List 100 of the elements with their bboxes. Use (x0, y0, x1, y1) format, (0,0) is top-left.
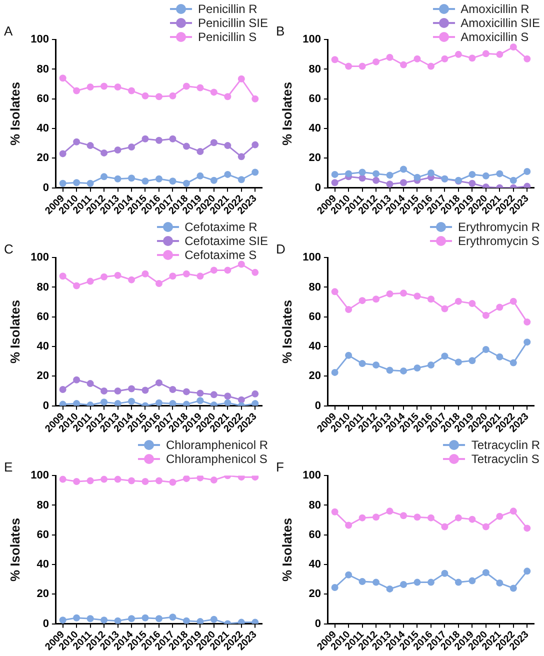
point (358, 514, 366, 522)
y-tick-label: 40 (308, 340, 321, 353)
point (114, 84, 122, 91)
point (196, 84, 204, 92)
point (441, 352, 448, 360)
point (482, 312, 490, 319)
point (128, 615, 136, 622)
point (427, 578, 434, 586)
y-tick-label: 80 (308, 63, 321, 76)
point (59, 74, 66, 82)
legend-label: Erythromycin S (458, 234, 540, 248)
y-tick-label: 60 (36, 310, 49, 323)
point (414, 364, 421, 372)
point (210, 391, 218, 398)
point (169, 178, 176, 185)
y-tick-label: 100 (302, 252, 321, 264)
point (510, 298, 517, 305)
point (59, 400, 66, 406)
point (169, 614, 176, 621)
y-tick-label: 40 (36, 122, 49, 135)
point (372, 362, 380, 369)
point (155, 615, 162, 622)
point (468, 54, 476, 62)
y-tick-label: 20 (36, 370, 49, 382)
point (482, 50, 490, 58)
point (196, 172, 204, 180)
point (331, 179, 338, 186)
point (142, 135, 149, 142)
point (468, 300, 476, 308)
point (59, 180, 66, 187)
y-tick-label: 40 (36, 340, 49, 353)
point (414, 514, 421, 521)
point (496, 170, 504, 178)
point (510, 44, 517, 51)
y-tick-label: 60 (36, 528, 49, 541)
point (252, 476, 259, 481)
point (155, 175, 162, 182)
point (252, 268, 259, 276)
point (400, 581, 408, 588)
point (331, 56, 338, 64)
point (524, 55, 531, 62)
point (414, 174, 421, 181)
point (128, 174, 136, 182)
point (142, 614, 149, 622)
point (252, 400, 259, 406)
point (86, 278, 94, 285)
point (496, 353, 504, 360)
y-tick-label: 0 (42, 618, 49, 630)
point (142, 478, 149, 486)
point (524, 524, 531, 532)
point (100, 82, 108, 90)
point (386, 54, 394, 61)
legend-label: Chloramphenicol S (166, 452, 268, 466)
point (252, 168, 259, 176)
point (427, 362, 434, 369)
point (252, 618, 259, 624)
point (142, 92, 149, 100)
point (510, 359, 517, 366)
point (196, 148, 204, 155)
point (441, 305, 448, 312)
point (482, 523, 490, 530)
point (400, 290, 408, 297)
legend-label: Penicillin SIE (198, 16, 268, 30)
y-axis-title: % Isolates (279, 300, 294, 364)
legend-label: Chloramphenicol R (166, 438, 268, 452)
point (454, 358, 462, 366)
y-tick-label: 0 (314, 618, 321, 630)
point (73, 179, 80, 186)
point (224, 266, 232, 274)
point (427, 514, 434, 522)
point (510, 176, 517, 184)
y-tick-label: 80 (308, 499, 321, 512)
point (345, 352, 352, 359)
chart-title: D (276, 241, 286, 256)
y-tick-label: 80 (308, 281, 321, 294)
legend-label: Cefotaxime SIE (184, 234, 268, 248)
y-tick-label: 100 (30, 470, 49, 482)
point (86, 615, 94, 622)
point (169, 386, 176, 393)
point (345, 571, 352, 578)
point (100, 387, 108, 394)
point (400, 166, 408, 173)
point (441, 570, 448, 577)
point (73, 87, 80, 94)
point (73, 138, 80, 146)
point (524, 318, 531, 326)
point (468, 577, 476, 584)
point (468, 170, 476, 178)
point (210, 176, 218, 184)
point (114, 387, 122, 394)
point (400, 367, 408, 374)
y-tick-label: 0 (42, 400, 49, 412)
point (142, 178, 149, 185)
point (386, 180, 394, 188)
point (496, 304, 504, 311)
legend-label: Amoxicillin SIE (460, 16, 540, 30)
point (86, 142, 94, 150)
y-tick-label: 40 (308, 558, 321, 571)
legend-label: Cefotaxime R (184, 220, 258, 234)
point (182, 400, 190, 406)
